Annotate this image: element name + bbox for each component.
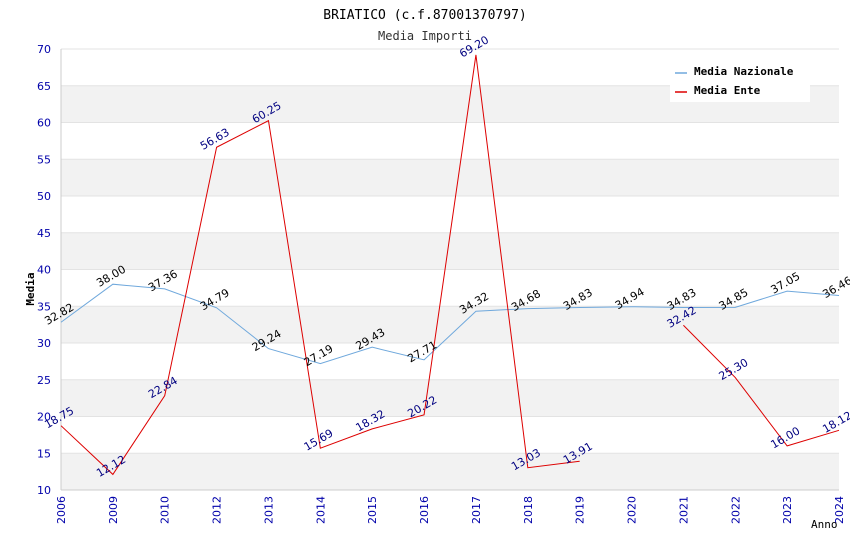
data-label-media-nazionale: 37.05 <box>768 270 802 297</box>
axes <box>60 49 839 491</box>
grid-band <box>61 159 839 196</box>
x-tick-label: 2013 <box>262 496 275 524</box>
chart-title: BRIATICO (c.f.87001370797) <box>323 8 527 23</box>
x-axis-label: Anno <box>811 518 838 531</box>
data-label-media-nazionale: 27.19 <box>302 342 336 369</box>
x-tick-label: 2012 <box>211 496 224 524</box>
y-tick-label: 25 <box>37 374 51 387</box>
x-tick-label: 2014 <box>314 496 327 524</box>
x-tick-label: 2009 <box>107 496 120 524</box>
x-tick-label: 2019 <box>574 496 587 524</box>
y-tick-label: 60 <box>37 117 51 130</box>
y-tick-label: 15 <box>37 447 51 460</box>
x-tick-label: 2020 <box>626 496 639 524</box>
x-tick-label: 2023 <box>781 496 794 524</box>
y-tick-label: 65 <box>37 80 51 93</box>
grid-band <box>61 306 839 343</box>
x-axis-ticks: 2006 2009 2010 2012 2013 2014 2015 2016 2017 2018… <box>55 496 846 524</box>
x-tick-label: 2015 <box>366 496 379 524</box>
grid-band <box>61 232 839 270</box>
grid-band <box>61 453 839 490</box>
y-tick-label: 45 <box>37 227 51 240</box>
background-bands <box>61 85 839 490</box>
x-tick-label: 2024 <box>833 496 846 524</box>
series-layer <box>60 54 840 476</box>
series-line-media-nazionale <box>60 283 840 365</box>
y-tick-label: 55 <box>37 153 51 166</box>
legend: Media Nazionale Media Ente <box>670 60 810 102</box>
x-tick-label: 2006 <box>55 496 68 524</box>
data-label-media-ente: 15.69 <box>302 427 336 454</box>
y-tick-label: 70 <box>37 43 51 56</box>
data-label-media-ente: 56.63 <box>198 126 232 153</box>
x-tick-label: 2010 <box>159 496 172 524</box>
data-label-media-nazionale: 37.36 <box>146 267 180 294</box>
y-tick-label: 50 <box>37 190 51 203</box>
y-tick-label: 35 <box>37 300 51 313</box>
x-tick-label: 2016 <box>418 496 431 524</box>
legend-label-media-nazionale: Media Nazionale <box>694 65 794 78</box>
legend-label-media-ente: Media Ente <box>694 84 761 97</box>
data-label-media-nazionale: 36.46 <box>820 274 850 301</box>
legend-box <box>670 60 810 102</box>
chart-subtitle: Media Importi <box>378 29 472 43</box>
grid-band <box>61 379 839 417</box>
series-line-media-ente <box>683 324 840 447</box>
y-axis-label: Media <box>24 272 37 305</box>
data-label-media-ente: 18.75 <box>42 404 76 431</box>
y-tick-label: 20 <box>37 411 51 424</box>
x-tick-label: 2017 <box>470 496 483 524</box>
x-tick-label: 2021 <box>677 496 690 524</box>
y-tick-label: 40 <box>37 264 51 277</box>
y-tick-label: 10 <box>37 484 51 497</box>
y-axis-ticks: 10 15 20 25 30 35 40 45 50 55 60 65 70 <box>37 43 51 497</box>
x-tick-label: 2022 <box>729 496 742 524</box>
y-tick-label: 30 <box>37 337 51 350</box>
x-tick-label: 2018 <box>522 496 535 524</box>
data-label-media-ente: 25.30 <box>717 356 751 383</box>
